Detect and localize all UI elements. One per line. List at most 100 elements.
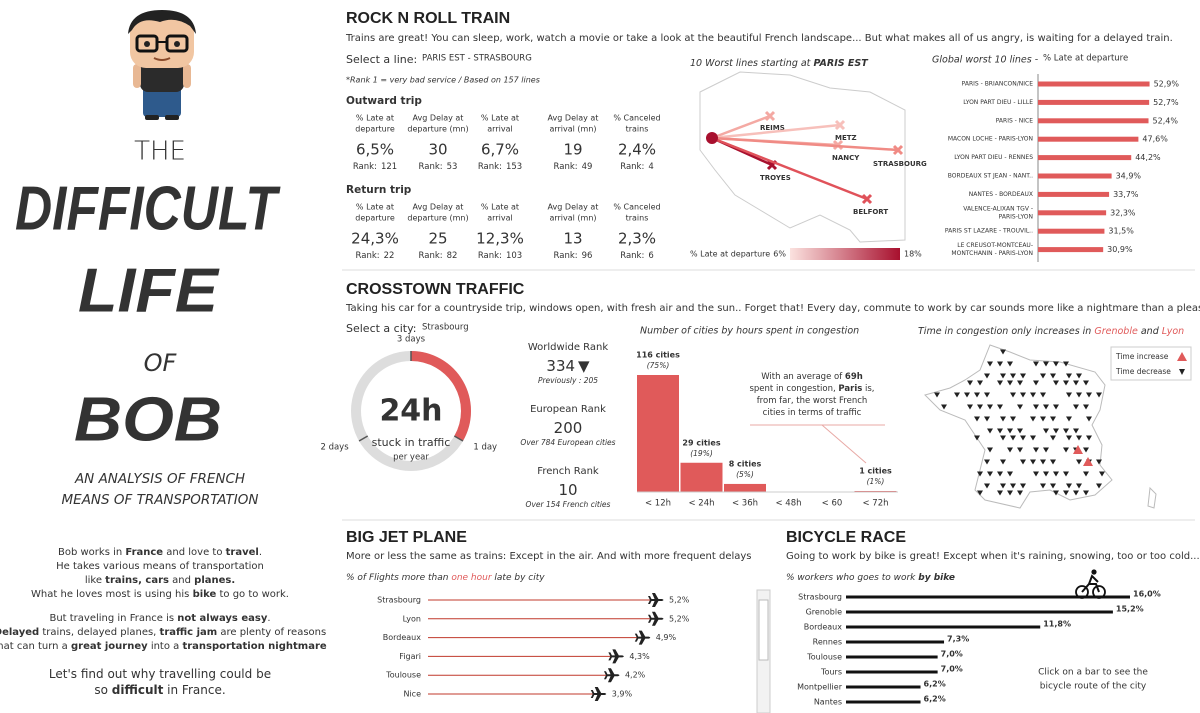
city-marker <box>1066 483 1072 489</box>
city-marker <box>764 110 776 122</box>
legend-label: Time decrease <box>1115 367 1171 376</box>
category-label: LYON PART DIEU - RENNES <box>954 154 1033 161</box>
bar <box>724 483 766 492</box>
bar[interactable] <box>846 670 938 674</box>
bar <box>637 375 679 492</box>
rank-value: 96 <box>582 251 593 261</box>
metric-value: 13 <box>563 230 582 248</box>
value-label: 52,4% <box>1153 116 1179 125</box>
bar[interactable] <box>846 685 921 689</box>
category-label: Nice <box>403 690 421 699</box>
avatar <box>128 10 196 120</box>
value-label: 44,2% <box>1135 153 1161 162</box>
bar[interactable] <box>846 640 945 644</box>
city-marker <box>1096 392 1102 398</box>
city-marker <box>1017 404 1023 410</box>
rank-label: Rank: <box>353 162 377 172</box>
city-marker <box>1063 361 1069 367</box>
select-value: PARIS EST - STRASBOURG <box>422 54 532 64</box>
rank-title: Worldwide Rank <box>528 342 608 353</box>
value-label: 31,5% <box>1108 227 1134 236</box>
gauge-arc <box>410 351 471 441</box>
metric-header: % Late at <box>481 203 519 212</box>
city-marker <box>997 404 1003 410</box>
city-marker <box>1063 490 1069 496</box>
value-label: 3,9% <box>612 690 633 699</box>
bike-icon <box>1075 569 1106 599</box>
bar[interactable] <box>846 595 1130 599</box>
value-label: 52,9% <box>1154 80 1180 89</box>
rider <box>1081 574 1100 593</box>
category-label: Toulouse <box>385 671 421 680</box>
bar[interactable] <box>846 655 938 659</box>
section-title: BIG JET PLANE <box>346 529 467 546</box>
category-label: Lyon <box>403 614 421 623</box>
bar <box>1038 210 1107 216</box>
city-marker <box>1063 380 1069 386</box>
city-marker <box>1040 459 1046 465</box>
legend-scale <box>790 248 900 260</box>
text-run: Lyon <box>1162 326 1184 337</box>
value-label: 8 cities <box>729 459 762 468</box>
bar <box>854 490 897 492</box>
rank-arrow: ▼ <box>578 357 590 375</box>
metric-header: % Canceled <box>613 203 660 212</box>
city-marker <box>1043 471 1049 477</box>
bar <box>1038 99 1150 105</box>
rank-title: European Rank <box>530 404 606 415</box>
text-run: . <box>267 613 270 624</box>
bar[interactable] <box>846 700 921 704</box>
wheel <box>1075 585 1089 599</box>
rank-value: 53 <box>447 162 458 172</box>
bar[interactable] <box>846 610 1113 614</box>
x-tick-label: < 72h <box>862 499 888 509</box>
plane-icon <box>608 649 624 664</box>
metric-rank: Rank: 22 <box>356 251 395 261</box>
metric-rank: Rank: 96 <box>554 251 593 261</box>
category-label: Toulouse <box>806 653 842 662</box>
city-marker <box>1086 435 1092 441</box>
bar <box>680 462 723 492</box>
city-marker <box>1053 404 1059 410</box>
city-marker <box>1083 380 1089 386</box>
city-marker <box>987 404 993 410</box>
intro-line: He takes various means of transportation <box>56 561 264 572</box>
annotation: cities in terms of traffic <box>763 408 862 418</box>
x-tick-label: < 24h <box>688 499 714 509</box>
bar <box>1038 81 1150 87</box>
text-run: to go to work. <box>216 589 289 600</box>
metric-header: departure (mn) <box>407 125 468 134</box>
bar[interactable] <box>846 625 1041 629</box>
value-label: 11,8% <box>1043 620 1071 629</box>
legend-box <box>1110 346 1192 381</box>
city-marker <box>1043 361 1049 367</box>
rank-value: 22 <box>384 251 395 261</box>
city-label: REIMS <box>760 124 785 132</box>
section-subtitle: Going to work by bike is great! Except w… <box>786 551 1200 562</box>
text-run: PARIS EST <box>813 58 869 69</box>
value-label: 15,2% <box>1116 605 1144 614</box>
bar <box>1038 173 1112 179</box>
text-run: that can turn a <box>0 641 71 652</box>
city-marker <box>1076 392 1082 398</box>
legend-title: % Late at departure <box>690 250 770 259</box>
text-run: . <box>259 547 262 558</box>
city-marker <box>1010 373 1016 379</box>
rank-value: 103 <box>506 251 522 261</box>
metric-header: trains <box>626 214 649 223</box>
city-marker <box>934 392 940 398</box>
text-run: trains, delayed planes, <box>39 627 159 638</box>
city-marker <box>1073 428 1079 434</box>
metric-header: departure <box>355 214 395 223</box>
intro-line: What he loves most is using his bike to … <box>31 589 289 600</box>
city-marker <box>1063 428 1069 434</box>
metric-header: arrival (mn) <box>549 214 596 223</box>
city-marker <box>997 490 1003 496</box>
city-label: METZ <box>835 134 857 142</box>
bar <box>1038 247 1104 253</box>
annotation-line <box>750 424 885 464</box>
category-label: Grenoble <box>806 608 843 617</box>
category-label: NANTES - BORDEAUX <box>969 191 1033 198</box>
rank-label: Rank: <box>554 251 578 261</box>
legend-min: 6% <box>773 250 786 259</box>
